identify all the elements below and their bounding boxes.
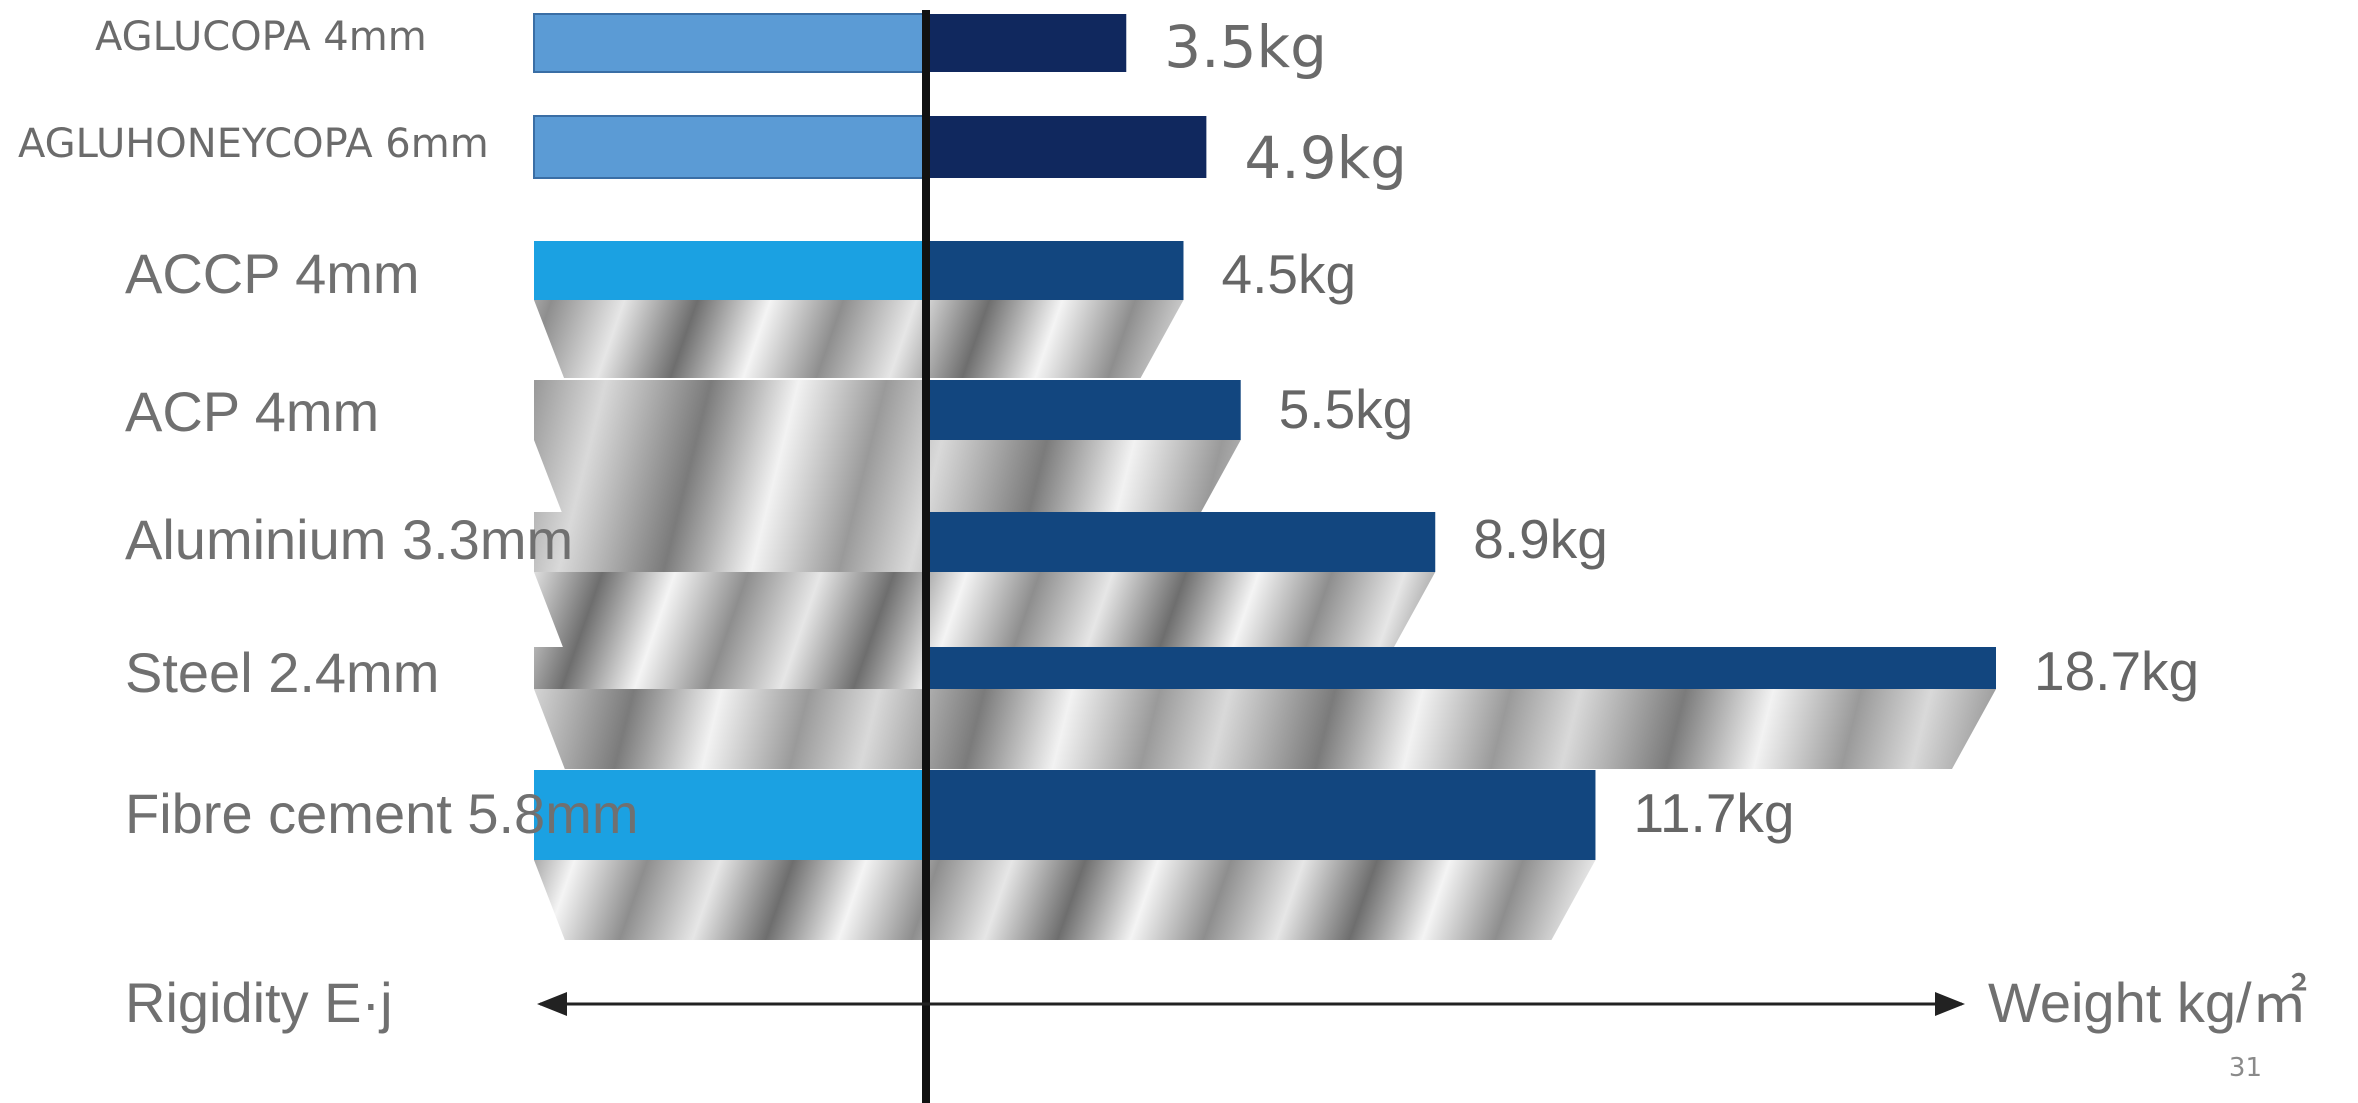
rigidity-bar [533,115,927,179]
weight-bar [926,380,1241,440]
rigidity-bar [534,770,926,860]
category-label: AGLUCOPA 4mm [95,14,427,60]
weight-bar [926,770,1596,860]
left-axis-label: Rigidity E·j [125,971,393,1034]
category-label: Fibre cement 5.8mm [125,782,639,845]
category-label: Steel 2.4mm [125,641,440,704]
value-label: 4.5kg [1221,243,1357,305]
value-label: 8.9kg [1473,508,1608,570]
value-label: 5.5kg [1278,378,1414,440]
weight-bar [926,512,1436,572]
bar-reflection [534,572,1436,650]
bar-reflection [534,689,1996,769]
page-number: 31 [2228,1053,2262,1083]
bar-reflection [534,300,1184,378]
value-label: 18.7kg [2034,640,2200,702]
weight-bar [926,14,1127,72]
category-label: Aluminium 3.3mm [125,508,574,571]
bar-reflection [534,860,1596,940]
weight-bar [926,116,1207,178]
rigidity-bar [534,241,926,300]
rigidity-bar [534,512,926,572]
right-axis-label: Weight kg/㎡ [1988,971,2308,1034]
value-label: 3.5kg [1164,13,1327,81]
rigidity-bar [534,380,926,440]
category-label: ACCP 4mm [125,242,420,305]
bar-reflection [534,440,1241,518]
rigidity-bar [534,647,926,689]
value-label: 4.9kg [1244,124,1408,192]
category-label: ACP 4mm [125,380,380,443]
weight-bar [926,241,1184,300]
weight-bar [926,647,1996,689]
category-label: AGLUHONEYCOPA 6mm [18,121,489,167]
rigidity-bar [533,13,927,73]
value-label: 11.7kg [1633,782,1795,844]
